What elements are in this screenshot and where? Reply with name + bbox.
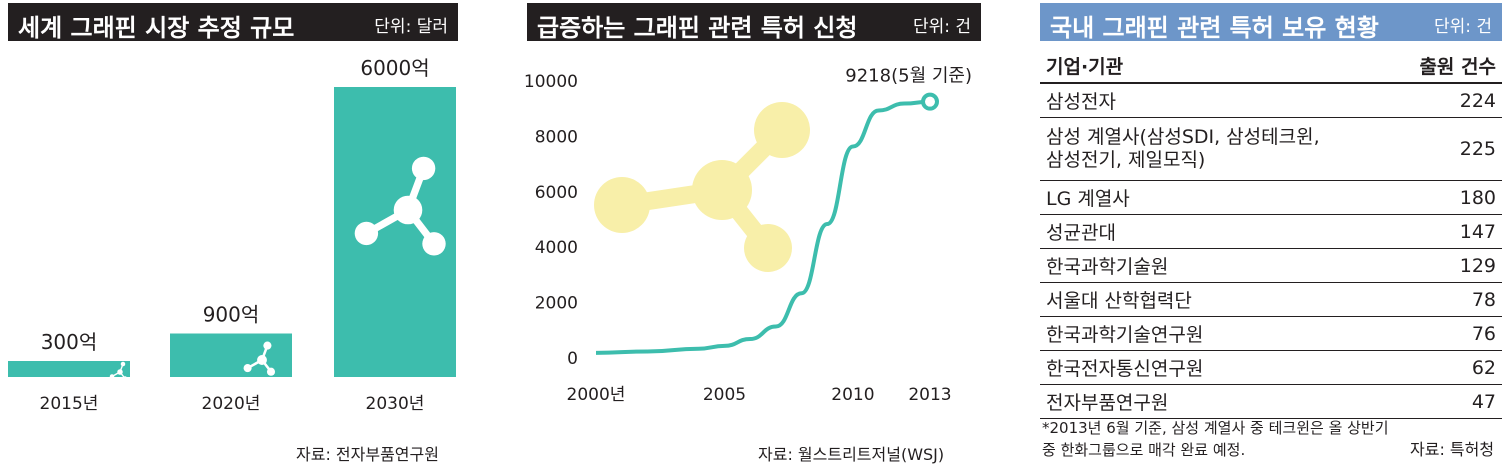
table-row: 한국전자통신연구원 62 — [1040, 350, 1502, 385]
molecule-atom — [354, 221, 379, 246]
table-row: 전자부품연구원 47 — [1040, 384, 1502, 419]
panel3-title: 국내 그래핀 관련 특허 보유 현황 — [1050, 14, 1379, 42]
row-name: 한국전자통신연구원 — [1040, 350, 1393, 385]
molecule-atom — [120, 361, 126, 367]
molecule-atom — [744, 224, 792, 272]
row-name: 삼성 계열사(삼성SDI, 삼성테크윈, 삼성전기, 제일모직) — [1040, 117, 1393, 181]
row-name: 삼성전자 — [1040, 83, 1393, 118]
molecule-atom — [266, 367, 276, 376]
patent-filings-line-chart: 0 2000 4000 6000 8000 10000 2000년 2005 2010 2013 9… — [524, 66, 972, 405]
bar — [8, 361, 130, 377]
row-value: 78 — [1392, 282, 1502, 317]
molecule-atom — [692, 160, 752, 220]
molecule-atom — [117, 369, 123, 375]
panel3-unit: 단위: 건 — [1433, 17, 1492, 37]
data-annotation: 9218(5월 기준) — [845, 66, 972, 87]
table-footnote-line1: *2013년 6월 기준, 삼성 계열사 중 테크윈은 올 상반기 — [1042, 419, 1389, 437]
row-name: 한국과학기술연구원 — [1040, 316, 1393, 351]
x-tick-label: 2010 — [831, 385, 874, 405]
bar-value-label: 6000억 — [360, 56, 429, 80]
molecule-atom — [422, 232, 446, 256]
molecule-atom — [122, 376, 128, 381]
table-row: 서울대 산학협력단 78 — [1040, 282, 1502, 317]
molecule-atom — [411, 156, 436, 181]
row-value: 129 — [1392, 248, 1502, 283]
table-row: 성균관대 147 — [1040, 214, 1502, 249]
table-row: 삼성전자 224 — [1040, 83, 1502, 118]
row-value: 76 — [1392, 316, 1502, 351]
row-value: 225 — [1392, 117, 1502, 181]
panel1-title: 세계 그래핀 시장 추정 규모 — [18, 14, 295, 42]
y-tick-label: 2000 — [535, 294, 578, 314]
molecule-atom — [263, 341, 272, 350]
bar — [334, 87, 456, 377]
panel1-unit: 단위: 달러 — [374, 17, 448, 37]
column-header-count: 출원 건수 — [1392, 48, 1502, 84]
y-tick-label: 10000 — [524, 72, 578, 92]
panel2-title: 급증하는 그래핀 관련 특허 신청 — [537, 14, 858, 42]
x-tick-label: 2013 — [908, 385, 951, 405]
panel1-source: 자료: 전자부품연구원 — [296, 445, 439, 464]
x-tick-label: 2005 — [703, 385, 746, 405]
bar-value-label: 300억 — [41, 330, 98, 354]
molecule-atom — [243, 364, 252, 373]
row-name: 전자부품연구원 — [1040, 384, 1393, 419]
panel3-source: 자료: 특허청 — [1410, 440, 1495, 459]
row-value: 224 — [1392, 83, 1502, 118]
x-tick-label: 2020년 — [202, 394, 261, 414]
molecule-atom — [257, 355, 267, 365]
y-tick-label: 8000 — [535, 127, 578, 147]
row-value: 62 — [1392, 350, 1502, 385]
molecule-atom — [594, 177, 650, 233]
bar-value-label: 900억 — [203, 303, 260, 327]
market-size-bar-chart: 300억 2015년 900억 2020년 6000억 2030년 — [8, 56, 456, 414]
x-tick-label: 2000년 — [567, 385, 626, 405]
row-value: 147 — [1392, 214, 1502, 249]
panel1-header: 세계 그래핀 시장 추정 규모 단위: 달러 — [8, 3, 458, 42]
molecule-atom — [393, 195, 423, 225]
row-name: 한국과학기술원 — [1040, 248, 1393, 283]
column-header-organization: 기업·기관 — [1040, 48, 1393, 84]
row-value: 180 — [1392, 180, 1502, 215]
table-row: 한국과학기술연구원 76 — [1040, 316, 1502, 351]
table-header-row: 기업·기관 출원 건수 — [1040, 48, 1502, 84]
molecule-atom — [109, 374, 115, 379]
molecule-atom — [754, 102, 810, 158]
x-tick-label: 2030년 — [366, 394, 425, 414]
table-row: 한국과학기술원 129 — [1040, 248, 1502, 283]
last-point-marker — [921, 92, 939, 111]
row-name: 성균관대 — [1040, 214, 1393, 249]
table-footnote-line2: 중 한화그룹으로 매각 완료 예정. — [1042, 441, 1246, 459]
y-tick-label: 0 — [567, 349, 578, 369]
row-name: LG 계열사 — [1040, 180, 1393, 215]
panel2-unit: 단위: 건 — [912, 17, 971, 37]
panel2-source: 자료: 월스트리트저널(WSJ) — [758, 445, 945, 464]
table-row: 삼성 계열사(삼성SDI, 삼성테크윈, 삼성전기, 제일모직) 225 — [1040, 117, 1502, 181]
series-line — [595, 99, 931, 355]
panel2-header: 급증하는 그래핀 관련 특허 신청 단위: 건 — [527, 3, 981, 42]
panel3-header: 국내 그래핀 관련 특허 보유 현황 단위: 건 — [1040, 3, 1502, 42]
patent-holdings-table: 기업·기관 출원 건수 삼성전자 224 삼성 계열사(삼성SDI, 삼성테크윈… — [1040, 48, 1502, 419]
row-value: 47 — [1392, 384, 1502, 419]
y-tick-label: 4000 — [535, 238, 578, 258]
row-name: 서울대 산학협력단 — [1040, 282, 1393, 317]
molecule-illustration-icon — [594, 102, 810, 272]
x-tick-label: 2015년 — [40, 394, 99, 414]
y-tick-label: 6000 — [535, 183, 578, 203]
molecule-icon — [109, 156, 446, 381]
table-row: LG 계열사 180 — [1040, 180, 1502, 215]
